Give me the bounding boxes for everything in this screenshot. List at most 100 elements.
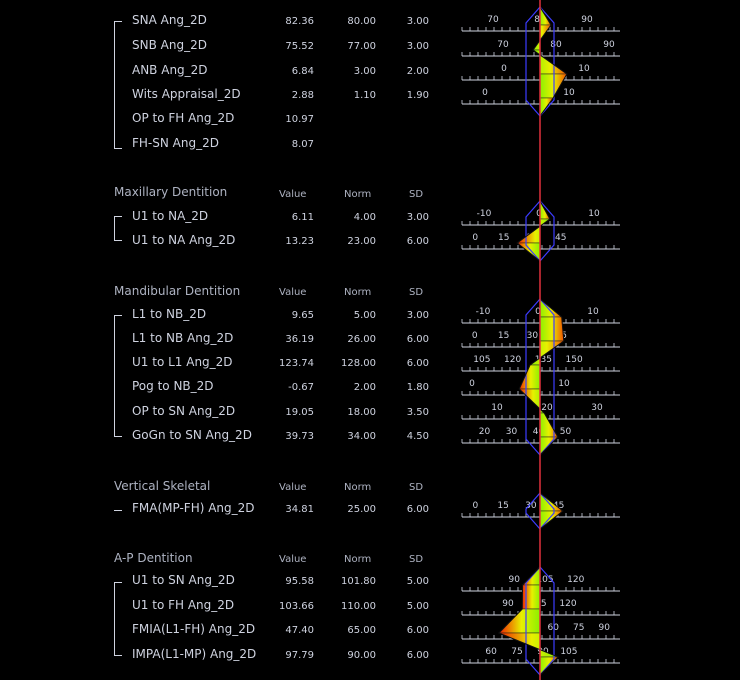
scale-label: 10 xyxy=(563,88,575,98)
scale-label: 90 xyxy=(509,575,521,585)
scale-label: 0 xyxy=(469,379,475,389)
row-sd: 6.00 xyxy=(406,650,429,661)
row-value: 6.11 xyxy=(291,212,314,223)
group-title: Mandibular Dentition xyxy=(114,284,241,298)
row-sd: 1.90 xyxy=(406,90,429,101)
row-norm: 77.00 xyxy=(347,41,376,52)
scale-label: 105 xyxy=(560,647,577,657)
row-sd: 6.00 xyxy=(406,236,429,247)
sd-bands xyxy=(498,6,568,676)
row-sd: 6.00 xyxy=(406,625,429,636)
deviation-slice xyxy=(539,412,559,438)
row-sd: 3.00 xyxy=(406,212,429,223)
scale-label: 0 xyxy=(535,307,541,317)
row-sd: 3.50 xyxy=(406,407,429,418)
column-sd-header: SD xyxy=(409,482,424,493)
deviation-outline xyxy=(498,566,560,676)
scale-label: 20 xyxy=(479,427,491,437)
row-value: 10.97 xyxy=(285,114,314,125)
scale-label: 15 xyxy=(498,233,509,243)
row-norm: 18.00 xyxy=(347,407,376,418)
row-name: U1 to NA Ang_2D xyxy=(132,233,236,247)
scale-label: 20 xyxy=(541,403,553,413)
row-name: U1 to L1 Ang_2D xyxy=(132,355,233,369)
row-sd: 5.00 xyxy=(406,576,429,587)
row-value: 82.36 xyxy=(285,16,314,27)
deviation-outline xyxy=(516,200,551,262)
scale-label: 0 xyxy=(536,209,542,219)
scale-label: 10 xyxy=(558,379,570,389)
group-title: Maxillary Dentition xyxy=(114,185,228,199)
row-norm: 128.00 xyxy=(341,358,376,369)
scale-label: 75 xyxy=(573,623,584,633)
group-bracket xyxy=(114,21,115,149)
group-title: A-P Dentition xyxy=(114,551,193,565)
row-norm: 1.10 xyxy=(353,90,376,101)
group-bracket xyxy=(114,510,122,511)
row-name: U1 to NA_2D xyxy=(132,209,209,223)
row-name: U1 to FH Ang_2D xyxy=(132,598,235,612)
row-value: 6.84 xyxy=(291,66,314,77)
row-name: FMIA(L1-FH) Ang_2D xyxy=(132,622,256,636)
row-value: 19.05 xyxy=(285,407,314,418)
scale-label: -10 xyxy=(476,307,491,317)
row-name: U1 to SN Ang_2D xyxy=(132,573,235,587)
deviation-slice xyxy=(518,364,541,390)
scale-label: 0 xyxy=(472,331,478,341)
row-value: -0.67 xyxy=(288,382,314,393)
row-norm: 3.00 xyxy=(353,66,376,77)
row-value: 8.07 xyxy=(291,139,314,150)
row-value: 47.40 xyxy=(285,625,314,636)
deviation-slice xyxy=(521,584,541,610)
row-sd: 6.00 xyxy=(406,358,429,369)
scale-label: 120 xyxy=(567,575,584,585)
scale-label: 90 xyxy=(603,40,615,50)
row-norm: 65.00 xyxy=(347,625,376,636)
deviation-slice xyxy=(539,316,565,342)
row-value: 2.88 xyxy=(291,90,314,101)
scale-label: 90 xyxy=(502,599,514,609)
row-name: Wits Appraisal_2D xyxy=(132,87,241,101)
scale-label: 10 xyxy=(588,209,600,219)
scale-label: -10 xyxy=(477,209,492,219)
scale-label: 45 xyxy=(555,233,566,243)
row-value: 36.19 xyxy=(285,334,314,345)
scale-label: 150 xyxy=(566,355,583,365)
column-sd-header: SD xyxy=(409,189,424,200)
deviation-outline xyxy=(532,6,568,117)
row-name: ANB Ang_2D xyxy=(132,63,208,77)
row-sd: 3.00 xyxy=(406,16,429,27)
row-value: 123.74 xyxy=(279,358,314,369)
scale-label: 90 xyxy=(599,623,611,633)
row-norm: 110.00 xyxy=(341,601,376,612)
scale-label: 90 xyxy=(581,15,593,25)
row-value: 95.58 xyxy=(285,576,314,587)
column-sd-header: SD xyxy=(409,554,424,565)
row-norm: 5.00 xyxy=(353,310,376,321)
group-bracket xyxy=(114,216,115,241)
column-sd-header: SD xyxy=(409,287,424,298)
row-norm: 23.00 xyxy=(347,236,376,247)
group-bracket xyxy=(114,582,115,656)
row-norm: 2.00 xyxy=(353,382,376,393)
row-name: FMA(MP-FH) Ang_2D xyxy=(132,501,255,515)
scale-label: 135 xyxy=(535,355,552,365)
row-norm: 26.00 xyxy=(347,334,376,345)
row-name: IMPA(L1-MP) Ang_2D xyxy=(132,647,257,661)
deviation-outline xyxy=(539,492,564,530)
group-title: Vertical Skeletal xyxy=(114,479,211,493)
row-sd: 6.00 xyxy=(406,504,429,515)
scale-label: 10 xyxy=(491,403,503,413)
column-value-header: Value xyxy=(279,554,307,565)
row-sd: 5.00 xyxy=(406,601,429,612)
scale-label: 30 xyxy=(527,331,539,341)
row-sd: 2.00 xyxy=(406,66,429,77)
column-norm-header: Norm xyxy=(344,287,372,298)
column-norm-header: Norm xyxy=(344,554,372,565)
scale-label: 30 xyxy=(525,501,537,511)
row-norm: 101.80 xyxy=(341,576,376,587)
column-value-header: Value xyxy=(279,189,307,200)
row-value: 13.23 xyxy=(285,236,314,247)
scale-label: 105 xyxy=(536,575,553,585)
